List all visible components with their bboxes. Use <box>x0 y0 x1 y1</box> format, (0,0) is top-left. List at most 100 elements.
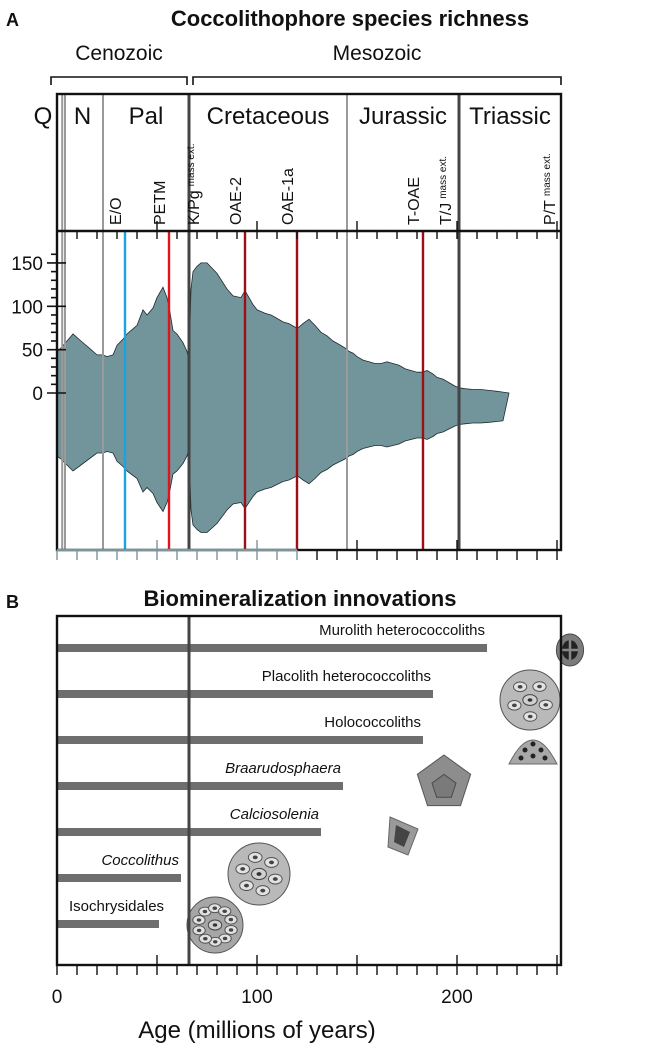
era-bracket <box>192 76 562 85</box>
period-header: Q N Pal Cretaceous Jurassic Triassic <box>34 94 551 550</box>
event-label-group: OAE-2 <box>228 177 245 225</box>
murolith-icon <box>555 633 585 667</box>
event-label: T-OAE <box>406 177 423 225</box>
innovation-bar <box>57 736 423 744</box>
pore <box>522 747 528 753</box>
era-label: Cenozoic <box>75 42 163 65</box>
event-name: T-OAE <box>406 177 423 225</box>
period-label: Q <box>34 103 53 130</box>
plate-pore <box>228 928 234 932</box>
panel-b-x-axis: 0 100 200 <box>52 955 558 1008</box>
event-name: P/T <box>542 200 559 225</box>
braarudo-icon <box>416 754 472 807</box>
panel-a-x-axis <box>56 221 558 560</box>
period-label: Cretaceous <box>207 103 330 130</box>
bar-label: Murolith heterococcoliths <box>319 622 485 639</box>
event-label: E/O <box>108 197 125 225</box>
innovation-bar <box>57 690 433 698</box>
plate-pore <box>252 855 258 860</box>
pore <box>518 755 524 761</box>
panel-label-b: B <box>6 592 19 612</box>
event-label: K/Pg mass ext. <box>186 144 203 225</box>
plate-pore <box>228 917 234 922</box>
event-label-group: PETM <box>152 181 169 225</box>
event-label: T/J mass ext. <box>438 156 455 225</box>
bar-label: Coccolithus <box>101 852 179 869</box>
plate-pore <box>222 909 227 913</box>
event-name: OAE-1a <box>280 168 297 225</box>
plate-pore <box>543 703 549 707</box>
era-bracket <box>50 76 188 85</box>
event-name: E/O <box>108 197 125 225</box>
innovation-bar <box>57 874 181 882</box>
plate-pore <box>222 936 228 941</box>
pore <box>542 755 548 761</box>
y-tick-label: 50 <box>22 341 43 362</box>
x-tick-label: 0 <box>52 987 63 1008</box>
plate-pore <box>212 940 218 944</box>
plate-pore <box>240 867 246 871</box>
period-label: Triassic <box>469 103 551 130</box>
pore <box>530 753 536 759</box>
plate-pore <box>203 937 208 941</box>
plate-pore <box>269 860 274 865</box>
era-brackets: Cenozoic Mesozoic <box>50 42 562 85</box>
event-sublabel: mass ext. <box>186 144 197 187</box>
y-tick-label: 150 <box>11 254 43 275</box>
event-sublabel: mass ext. <box>542 153 553 196</box>
event-label-group: K/Pg mass ext. <box>186 144 203 225</box>
panel-a-y-axis: 0 50 100 150 <box>11 253 66 405</box>
panel-b-border <box>55 614 563 967</box>
period-label: N <box>74 103 91 130</box>
plate-pore <box>196 918 202 922</box>
plate-pore <box>260 888 266 893</box>
isochrysidales-icon <box>186 896 244 954</box>
plate-pore <box>272 877 278 881</box>
event-label: OAE-2 <box>228 177 245 225</box>
event-name: K/Pg <box>186 190 203 225</box>
plate-pore <box>537 684 542 689</box>
event-label: P/T mass ext. <box>542 153 559 225</box>
innovation-bar <box>57 920 159 928</box>
panel-a-title: Coccolithophore species richness <box>171 6 529 31</box>
event-name: T/J <box>438 203 455 225</box>
event-name: OAE-2 <box>228 177 245 225</box>
y-tick-label: 100 <box>11 297 43 318</box>
event-name: PETM <box>152 181 169 225</box>
placolith-icon <box>499 669 561 731</box>
coccolithus-icon <box>227 842 291 906</box>
event-label: OAE-1a <box>280 168 297 225</box>
innovation-bar <box>57 782 343 790</box>
x-tick-label: 100 <box>241 987 273 1008</box>
holo-icon <box>508 739 558 765</box>
x-axis-label: Age (millions of years) <box>138 1017 375 1044</box>
panel-a-border <box>55 92 563 552</box>
y-tick-label: 0 <box>32 384 43 405</box>
bar-label: Braarudosphaera <box>225 760 341 777</box>
panel-label-a: A <box>6 10 19 30</box>
plate-pore <box>202 909 208 914</box>
period-label: Jurassic <box>359 103 447 130</box>
plate-pore <box>196 928 202 933</box>
plate-pore <box>527 714 533 719</box>
period-label: Pal <box>129 103 164 130</box>
bar-label: Calciosolenia <box>230 806 319 823</box>
event-sublabel: mass ext. <box>438 156 449 199</box>
pore <box>530 741 536 747</box>
plate-pore <box>256 872 262 876</box>
calcio-icon <box>387 816 419 856</box>
event-label-group: P/T mass ext. <box>542 153 559 225</box>
rhomb-core <box>394 825 410 847</box>
innovation-bars: Murolith heterococcoliths Placolith heter… <box>57 616 585 965</box>
panel-b-frame <box>55 614 563 967</box>
plate-pore <box>511 703 517 708</box>
event-label-group: OAE-1a <box>280 168 297 225</box>
event-label-group: T-OAE <box>406 177 423 225</box>
innovation-bar <box>57 644 487 652</box>
plate-pore <box>517 684 523 689</box>
pentagon-face <box>431 773 457 798</box>
bar-label: Placolith heterococcoliths <box>262 668 431 685</box>
plate-pore <box>244 883 249 888</box>
event-label-group: E/O <box>108 197 125 225</box>
